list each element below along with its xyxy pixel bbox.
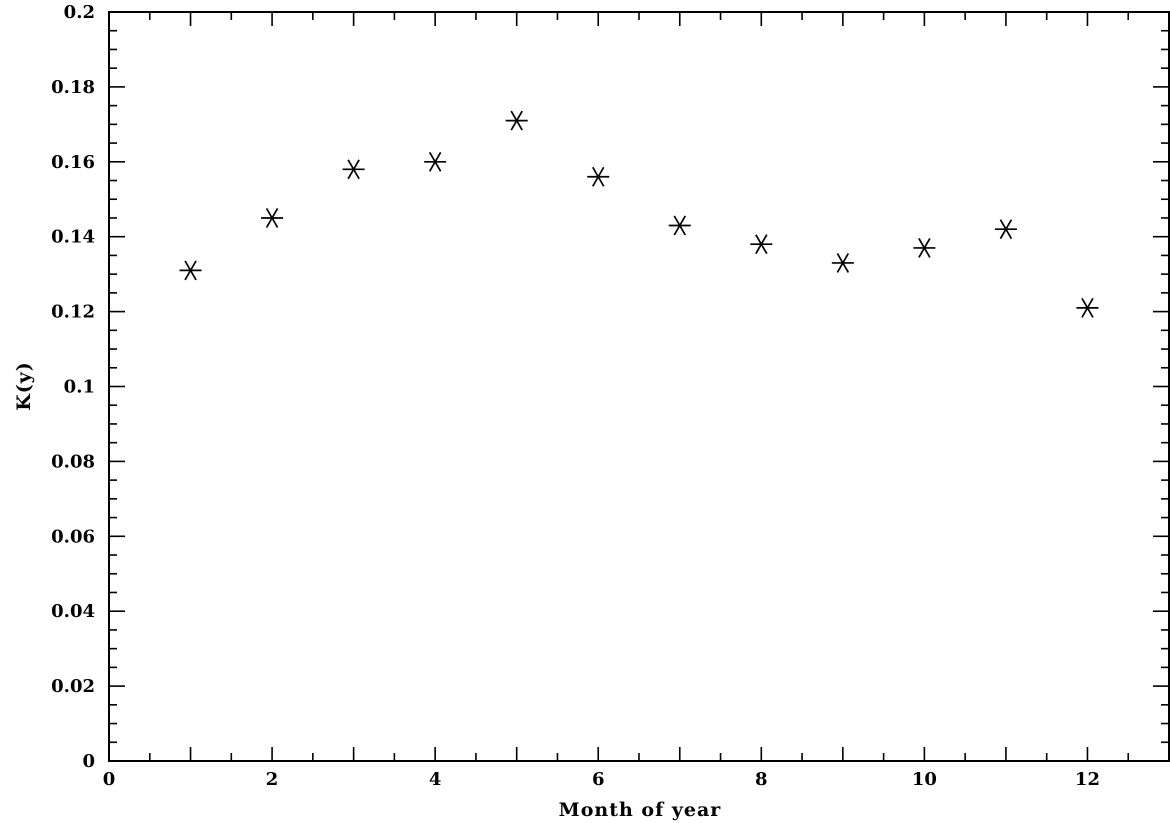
x-tick-label: 2: [266, 769, 279, 790]
axis-tick-labels: 0 2 4 6 8 10 12 0 0.02 0.04 0.06 0.08 0.1 0.12 0.14 0.1…: [51, 2, 1100, 790]
data-point: [179, 260, 202, 281]
data-markers: [179, 110, 1099, 318]
y-tick-label: 0.02: [51, 676, 95, 697]
x-axis-title: Month of year: [559, 799, 722, 821]
y-axis-title: K(y): [13, 361, 35, 411]
y-tick-label: 0: [82, 751, 95, 772]
x-tick-label: 10: [912, 769, 937, 790]
data-point: [750, 234, 773, 255]
y-tick-label: 0.1: [64, 377, 95, 398]
data-point: [261, 208, 284, 228]
data-point: [587, 166, 610, 187]
y-tick-label: 0.12: [51, 302, 95, 323]
y-tick-label: 0.2: [64, 2, 95, 23]
y-tick-label: 0.14: [51, 227, 95, 248]
plot-frame: [108, 11, 1170, 762]
data-point: [424, 151, 447, 172]
data-point: [342, 159, 365, 180]
data-point: [831, 252, 854, 273]
y-tick-label: 0.18: [51, 77, 95, 98]
x-tick-label: 12: [1075, 769, 1100, 790]
data-point: [505, 110, 528, 131]
y-tick-label: 0.08: [51, 451, 95, 472]
x-tick-label: 6: [592, 769, 605, 790]
y-tick-label: 0.06: [51, 526, 95, 547]
data-point: [913, 237, 936, 258]
x-tick-label: 8: [755, 769, 768, 790]
data-point: [994, 219, 1017, 240]
x-tick-label: 0: [103, 769, 116, 790]
data-point: [668, 215, 691, 236]
data-point: [1076, 297, 1099, 318]
x-tick-label: 4: [429, 769, 442, 790]
y-tick-label: 0.16: [51, 152, 95, 173]
axis-ticks: [108, 11, 1170, 762]
y-tick-label: 0.04: [51, 601, 95, 622]
